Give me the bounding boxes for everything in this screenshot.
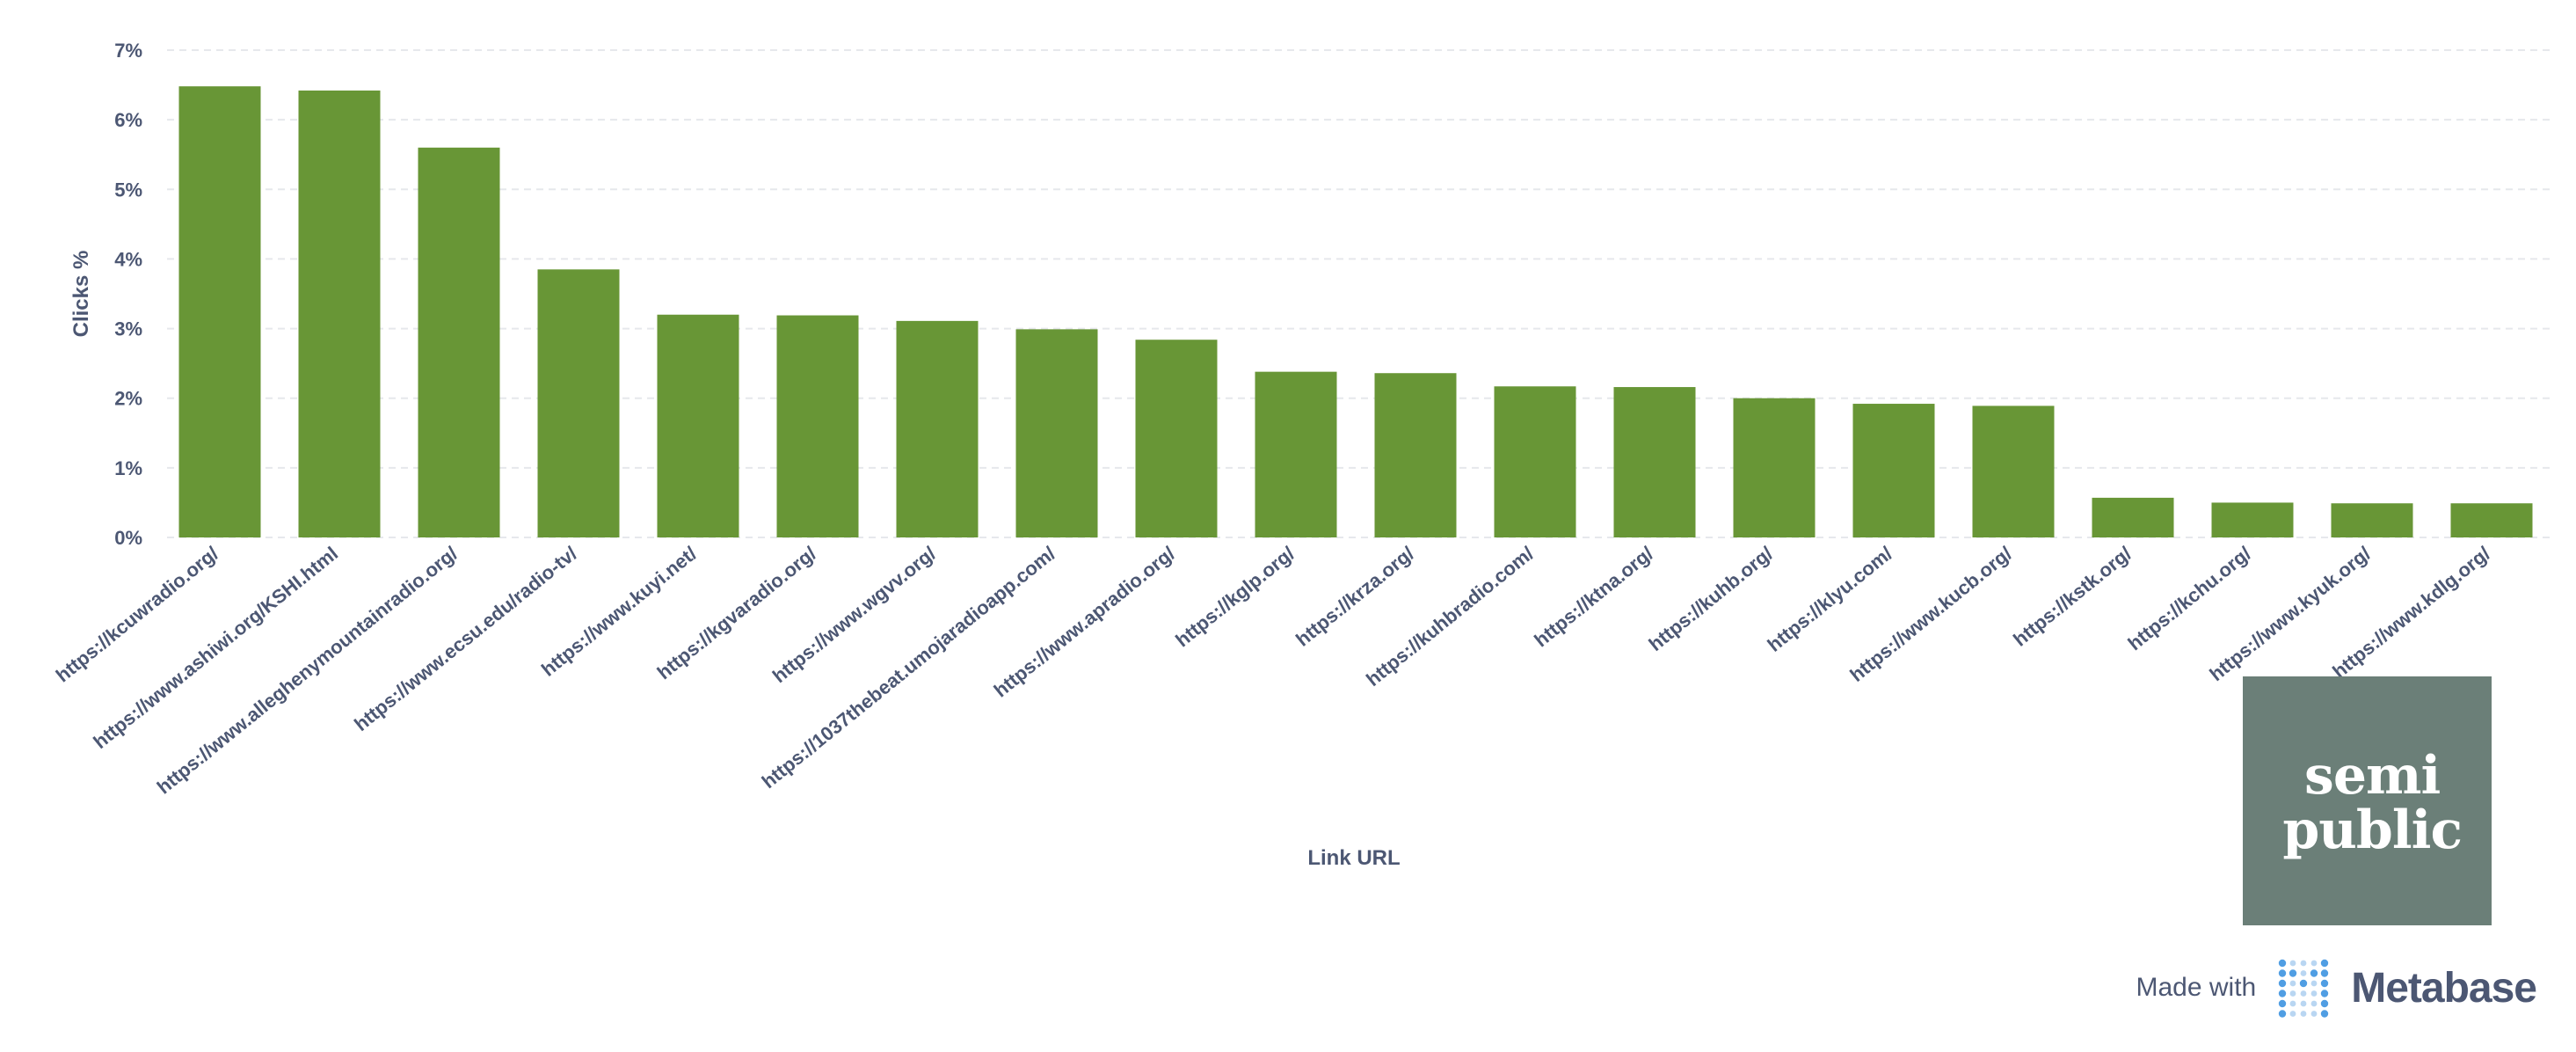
metabase-dot — [2300, 960, 2307, 967]
metabase-dot — [2279, 959, 2287, 968]
metabase-dot — [2289, 980, 2296, 987]
y-axis-ticks: 0% 1% 2% 3% 4% 5% 6% 7% — [114, 40, 142, 549]
bars — [178, 86, 2533, 538]
y-axis-title: Clicks % — [69, 251, 93, 338]
metabase-dot — [2300, 990, 2307, 997]
bar[interactable] — [298, 90, 381, 537]
semipublic-logo: semi public — [2243, 676, 2492, 925]
x-tick-label: https://kchu.org/ — [2123, 542, 2255, 654]
y-tick-label: 2% — [114, 388, 142, 410]
y-tick-label: 6% — [114, 109, 142, 131]
metabase-dot — [2321, 999, 2329, 1008]
y-tick-label: 0% — [114, 527, 142, 549]
metabase-dot — [2310, 1000, 2318, 1007]
bar[interactable] — [1135, 340, 1218, 537]
metabase-dot — [2289, 1011, 2296, 1017]
logo-line-1: semi — [2304, 745, 2441, 807]
metabase-dot — [2310, 990, 2318, 997]
bar[interactable] — [2450, 503, 2533, 537]
metabase-dot — [2289, 1000, 2296, 1007]
x-tick-label: https://www.ecsu.edu/radio-tv/ — [350, 542, 581, 735]
bar[interactable] — [1494, 386, 1576, 537]
metabase-dot — [2289, 990, 2296, 997]
logo-line-2: public — [2282, 800, 2463, 861]
y-tick-label: 1% — [114, 457, 142, 479]
metabase-dot — [2321, 969, 2329, 977]
metabase-dot — [2279, 979, 2287, 988]
metabase-dot — [2279, 999, 2287, 1008]
x-tick-label: https://ktna.org/ — [1530, 542, 1657, 651]
bar[interactable] — [1015, 329, 1098, 537]
metabase-dot — [2289, 960, 2296, 967]
x-axis-title: Link URL — [1307, 846, 1400, 870]
y-tick-label: 3% — [114, 318, 142, 340]
y-tick-label: 5% — [114, 179, 142, 201]
metabase-dot — [2321, 1010, 2329, 1018]
bar[interactable] — [418, 147, 500, 538]
made-with-label: Made with — [2136, 973, 2257, 1002]
x-tick-label: https://kstk.org/ — [2009, 542, 2136, 650]
bar[interactable] — [1374, 373, 1457, 537]
bar[interactable] — [657, 314, 739, 537]
metabase-dot — [2300, 979, 2308, 988]
x-tick-label: https://klyu.com/ — [1764, 542, 1897, 655]
bar[interactable] — [178, 86, 261, 537]
metabase-dots-icon — [2279, 959, 2329, 1018]
y-tick-label: 7% — [114, 40, 142, 62]
metabase-dot — [2300, 1000, 2307, 1007]
metabase-dot — [2279, 969, 2287, 977]
bar[interactable] — [1852, 404, 1935, 537]
bar[interactable] — [2211, 502, 2294, 537]
y-tick-label: 4% — [114, 248, 142, 270]
bar[interactable] — [1255, 371, 1337, 537]
gridlines — [167, 49, 2550, 538]
metabase-dot — [2321, 959, 2329, 968]
bar[interactable] — [2092, 497, 2174, 537]
metabase-dot — [2289, 969, 2297, 977]
bar[interactable] — [2331, 503, 2413, 537]
bar[interactable] — [1733, 398, 1816, 537]
x-tick-label: https://krza.org/ — [1292, 542, 1418, 650]
metabase-wordmark: Metabase — [2351, 964, 2537, 1012]
bar[interactable] — [776, 315, 859, 537]
metabase-dot — [2279, 1010, 2287, 1018]
x-axis-ticks: https://kcuwradio.org/https://www.ashiwi… — [52, 542, 2494, 798]
bar[interactable] — [537, 269, 620, 537]
bar[interactable] — [1972, 405, 2055, 537]
metabase-dot — [2279, 990, 2287, 997]
metabase-dot — [2300, 1011, 2307, 1017]
x-tick-label: https://kuhb.org/ — [1645, 542, 1778, 655]
made-with-metabase[interactable]: Made with Metabase — [2136, 957, 2537, 1019]
x-tick-label: https://www.ashiwi.org/KSHI.html — [89, 542, 342, 753]
metabase-dot — [2300, 970, 2307, 976]
metabase-dot — [2310, 1011, 2318, 1017]
bar[interactable] — [1613, 387, 1696, 537]
metabase-dot — [2310, 969, 2318, 977]
semipublic-logo-text: semi public — [2282, 745, 2463, 861]
x-tick-label: https://kglp.org/ — [1171, 542, 1299, 651]
metabase-dot — [2321, 979, 2329, 988]
metabase-dot — [2310, 960, 2318, 967]
metabase-dot — [2321, 990, 2329, 997]
metabase-dot — [2310, 980, 2318, 987]
bar[interactable] — [896, 320, 979, 537]
